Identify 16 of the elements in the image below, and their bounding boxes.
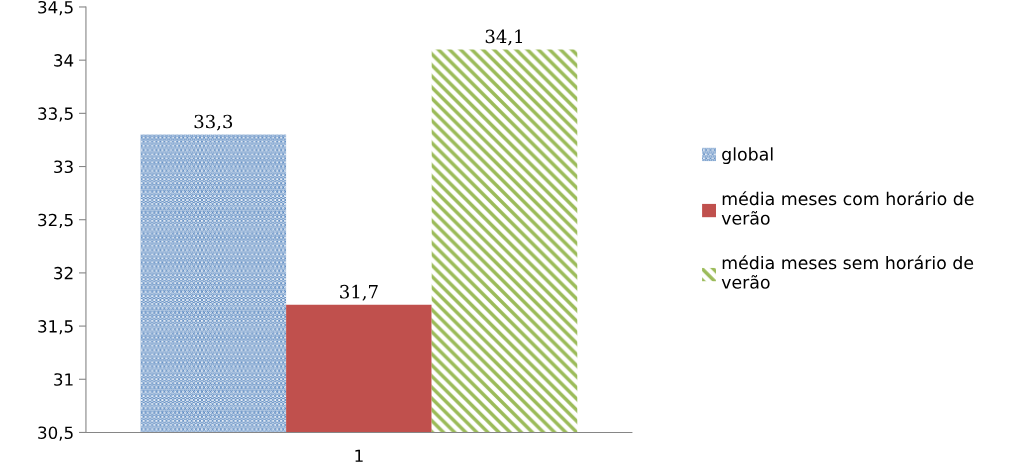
x-tick-label: 1	[355, 449, 363, 462]
data-label: 33,3	[194, 114, 233, 131]
y-tick-label: 33	[54, 160, 73, 174]
legend-label: média meses com horário de verão	[721, 191, 974, 225]
y-tick-label: 31,5	[38, 320, 73, 335]
y-tick-label: 34,5	[38, 0, 73, 16]
y-tick-label: 32,5	[38, 213, 73, 228]
y-tick-label: 34	[54, 54, 74, 67]
y-tick-label: 33,5	[38, 107, 73, 122]
legend-label: média meses sem horário de verão	[721, 255, 974, 289]
legend-label: global	[722, 147, 773, 165]
data-label: 31,7	[340, 284, 378, 301]
y-tick-label: 32	[54, 266, 73, 280]
y-tick-label: 31	[54, 373, 73, 386]
data-label: 34,1	[485, 29, 523, 46]
y-tick-label: 30,5	[38, 426, 73, 441]
